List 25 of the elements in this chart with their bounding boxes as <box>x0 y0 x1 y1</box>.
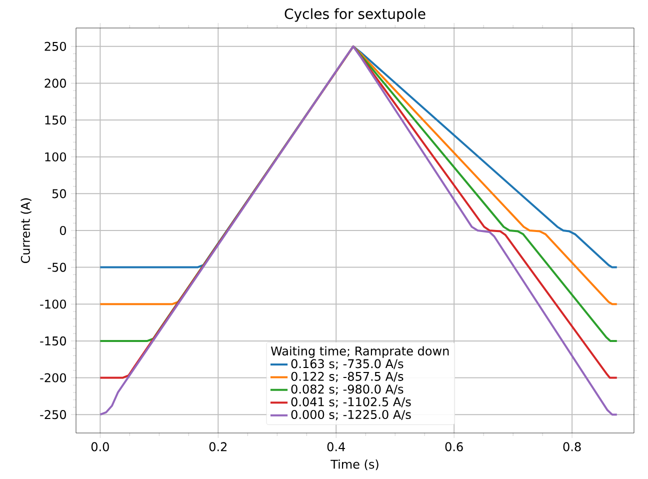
legend-label: 0.082 s; -980.0 A/s <box>291 384 404 395</box>
y-tick-label: 200 <box>44 78 66 88</box>
legend-label: 0.122 s; -857.5 A/s <box>291 372 404 382</box>
x-tick-label: 0.4 <box>327 442 345 452</box>
legend-label: 0.041 s; -1102.5 A/s <box>291 397 411 408</box>
chart-title: Cycles for sextupole <box>284 8 426 22</box>
x-tick-label: 0.8 <box>563 442 581 452</box>
y-tick-label: -200 <box>40 373 66 382</box>
x-tick-label: 0.6 <box>445 442 463 452</box>
legend-label: 0.000 s; -1225.0 A/s <box>291 410 411 420</box>
x-tick-label: 0.0 <box>91 442 109 452</box>
legend-title: Waiting time; Ramprate down <box>270 346 449 358</box>
legend-label: 0.163 s; -735.0 A/s <box>291 359 404 370</box>
x-axis-title: Time (s) <box>330 459 378 470</box>
y-tick-label: 100 <box>45 152 66 162</box>
y-tick-label: -150 <box>40 336 66 346</box>
y-tick-label: -100 <box>40 300 66 309</box>
y-tick-label: -250 <box>40 410 66 420</box>
y-tick-label: 250 <box>44 42 66 51</box>
y-tick-label: 150 <box>45 116 66 125</box>
x-tick-label: 0.2 <box>209 442 226 452</box>
y-tick-label: 0 <box>60 226 66 236</box>
y-tick-label: 50 <box>52 189 66 198</box>
y-tick-label: -50 <box>48 262 66 272</box>
y-axis-title: Current (A) <box>20 198 32 264</box>
